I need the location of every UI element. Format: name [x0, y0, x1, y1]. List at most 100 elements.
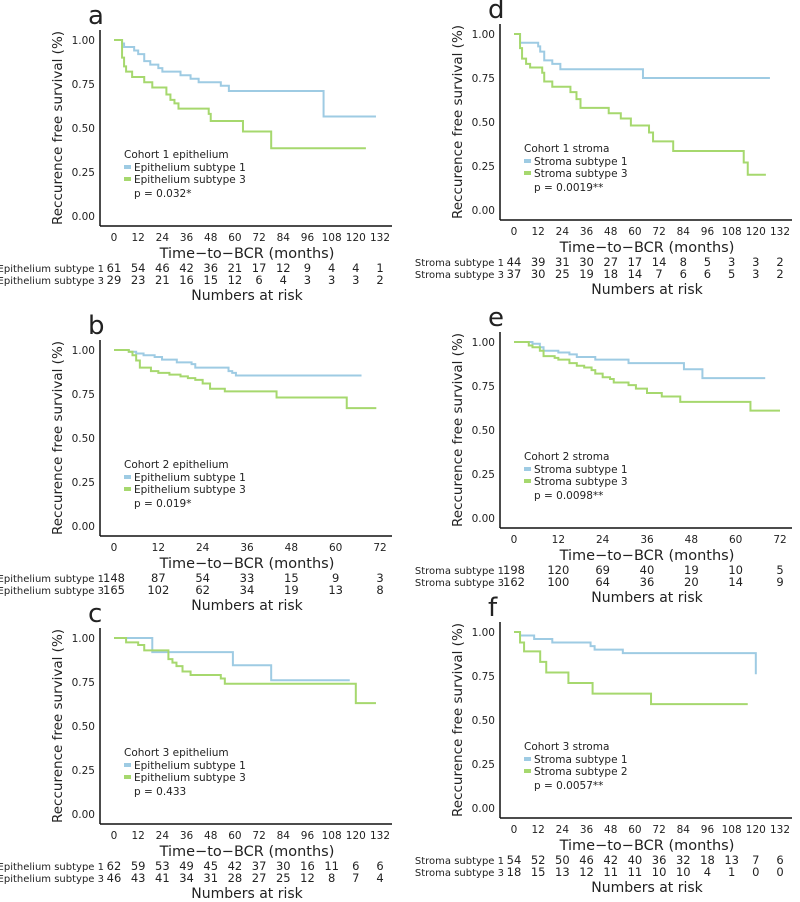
survival-curve-1 — [514, 631, 757, 675]
panel-f: f 0.00 0.25 0.50 0.75 1.00 0 12 24 36 48 60 72 84 96 10… — [400, 592, 800, 896]
panel-e: e 0.00 0.25 0.50 0.75 1.00 0 12 24 36 48 60 72 Reccur… — [400, 302, 800, 606]
panel-letter: e — [488, 303, 504, 333]
survival-curve-2 — [114, 349, 377, 410]
risk-count: 32 — [676, 853, 691, 867]
survival-curve-2 — [114, 39, 366, 150]
y-tick-label: 0.50 — [472, 715, 495, 727]
risk-count: 1 — [728, 865, 735, 879]
risk-count: 3 — [352, 273, 359, 287]
risk-count: 4 — [376, 871, 383, 885]
risk-count: 25 — [276, 871, 291, 885]
risk-count: 46 — [107, 871, 122, 885]
risk-count: 61 — [107, 261, 122, 275]
risk-count: 19 — [684, 563, 699, 577]
risk-count: 13 — [724, 853, 739, 867]
risk-count: 40 — [628, 853, 643, 867]
risk-count: 19 — [284, 583, 299, 597]
x-tick-label: 48 — [604, 824, 617, 836]
risk-count: 33 — [240, 571, 255, 585]
legend-swatch-1 — [124, 165, 131, 169]
y-axis-label: Reccurence free survival (%) — [50, 341, 66, 535]
risk-count: 25 — [555, 267, 570, 281]
x-tick-label: 120 — [746, 226, 766, 238]
legend-entry-1: Stroma subtype 1 — [534, 464, 628, 476]
x-tick-label: 0 — [511, 824, 518, 836]
x-tick-label: 12 — [131, 830, 144, 842]
risk-count: 4 — [280, 273, 287, 287]
p-value: p = 0.433 — [134, 786, 186, 798]
y-tick-label: 0.75 — [72, 677, 95, 689]
risk-table-title: Numbers at risk — [591, 880, 703, 896]
risk-row-label: Stroma subtype 3 — [415, 868, 504, 879]
legend-swatch-1 — [124, 763, 131, 767]
risk-count: 7 — [752, 853, 759, 867]
risk-count: 10 — [676, 865, 691, 879]
panel-letter: f — [488, 593, 498, 623]
risk-count: 36 — [640, 575, 655, 589]
x-tick-label: 48 — [204, 232, 217, 244]
x-tick-label: 48 — [285, 542, 298, 554]
risk-count: 11 — [603, 865, 618, 879]
x-tick-label: 120 — [346, 232, 366, 244]
risk-count: 42 — [179, 261, 194, 275]
x-tick-label: 72 — [652, 824, 665, 836]
risk-count: 6 — [376, 859, 383, 873]
legend-entry-1: Epithelium subtype 1 — [134, 760, 246, 772]
x-tick-label: 0 — [111, 232, 118, 244]
y-tick-label: 0.00 — [72, 521, 95, 533]
y-tick-label: 0.25 — [72, 477, 95, 489]
risk-count: 30 — [579, 255, 594, 269]
risk-count: 6 — [704, 267, 711, 281]
y-tick-label: 0.50 — [72, 721, 95, 733]
risk-count: 28 — [228, 871, 243, 885]
panel-letter: c — [88, 599, 102, 629]
risk-count: 20 — [684, 575, 699, 589]
y-tick-label: 1.00 — [472, 337, 495, 349]
y-tick-label: 0.50 — [472, 117, 495, 129]
panel-letter: a — [88, 1, 104, 31]
risk-row-label: Epithelium subtype 1 — [0, 574, 104, 585]
risk-count: 9 — [332, 571, 339, 585]
y-tick-label: 0.00 — [472, 803, 495, 815]
risk-count: 16 — [179, 273, 194, 287]
x-tick-label: 120 — [346, 830, 366, 842]
y-tick-label: 1.00 — [472, 627, 495, 639]
x-tick-label: 24 — [556, 226, 570, 238]
y-tick-label: 0.25 — [72, 167, 95, 179]
risk-count: 9 — [304, 261, 311, 275]
risk-row-label: Stroma subtype 3 — [415, 578, 504, 589]
y-tick-label: 0.75 — [72, 79, 95, 91]
risk-count: 50 — [555, 853, 570, 867]
risk-count: 102 — [147, 583, 169, 597]
risk-count: 27 — [603, 255, 618, 269]
p-value: p = 0.0057** — [534, 780, 603, 792]
risk-count: 69 — [595, 563, 610, 577]
risk-row-label: Stroma subtype 1 — [415, 856, 504, 867]
risk-count: 37 — [252, 859, 267, 873]
risk-count: 4 — [352, 261, 359, 275]
x-tick-label: 0 — [511, 226, 518, 238]
x-tick-label: 60 — [228, 830, 241, 842]
y-tick-label: 1.00 — [72, 35, 95, 47]
survival-curve-2 — [514, 631, 748, 706]
risk-count: 30 — [531, 267, 546, 281]
risk-count: 15 — [531, 865, 546, 879]
risk-count: 40 — [640, 563, 655, 577]
risk-count: 100 — [547, 575, 569, 589]
risk-count: 8 — [328, 871, 335, 885]
risk-count: 162 — [503, 575, 525, 589]
legend-entry-1: Epithelium subtype 1 — [134, 472, 246, 484]
risk-table-title: Numbers at risk — [191, 598, 303, 614]
legend-entry-1: Epithelium subtype 1 — [134, 162, 246, 174]
risk-count: 12 — [276, 261, 291, 275]
y-axis-label: Reccurence free survival (%) — [450, 333, 466, 527]
y-axis-label: Reccurence free survival (%) — [450, 25, 466, 219]
x-tick-label: 48 — [685, 534, 698, 546]
y-tick-label: 0.75 — [72, 389, 95, 401]
risk-count: 42 — [228, 859, 243, 873]
x-tick-label: 36 — [580, 824, 594, 836]
x-tick-label: 24 — [556, 824, 570, 836]
risk-count: 0 — [776, 865, 783, 879]
risk-count: 36 — [652, 853, 667, 867]
survival-curve-1 — [114, 349, 362, 377]
